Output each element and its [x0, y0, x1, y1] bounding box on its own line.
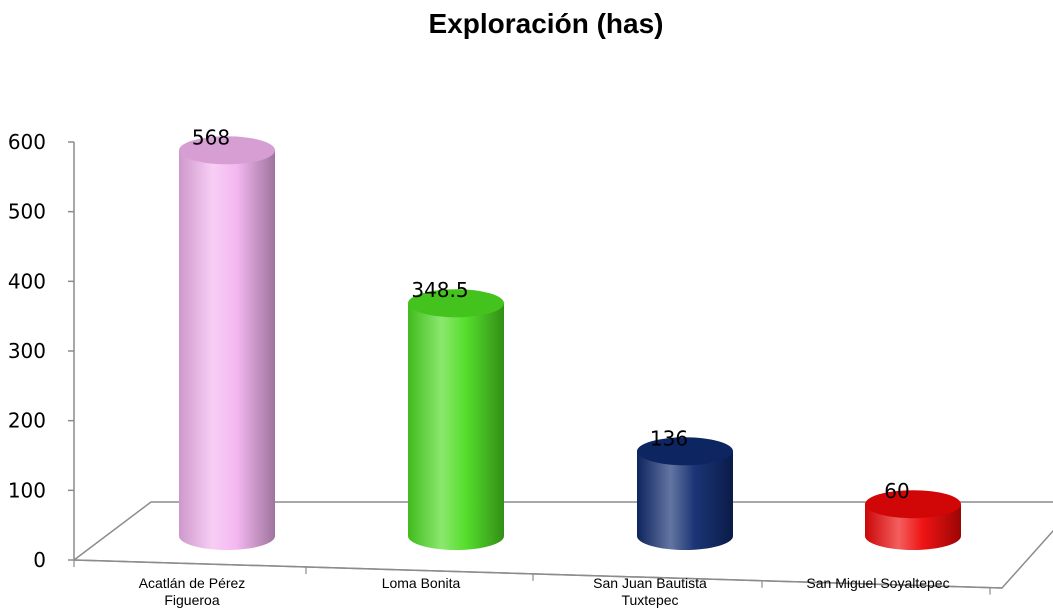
data-label: 568	[192, 125, 230, 149]
bar	[865, 490, 961, 550]
bar-top	[179, 136, 275, 165]
bar-series	[179, 136, 961, 550]
bar-top	[408, 289, 504, 318]
data-label: 348.5	[411, 278, 468, 302]
bar-body	[637, 451, 733, 550]
bar-body	[408, 303, 504, 550]
data-label: 136	[650, 426, 688, 450]
bar	[408, 289, 504, 550]
data-label: 60	[884, 479, 909, 503]
x-axis-labels: Acatlán de Pérez Figueroa Loma Bonita San J…	[139, 575, 950, 608]
y-tick-label: 300	[8, 339, 46, 363]
y-tick-label: 100	[8, 478, 46, 502]
x-tick-label: San Miguel Soyaltepec	[806, 575, 949, 591]
bar-top	[865, 490, 961, 519]
y-tick-label: 0	[33, 548, 46, 572]
bar	[179, 136, 275, 550]
chart-floor	[73, 501, 1053, 589]
bar	[637, 437, 733, 550]
chart-title: Exploración (has)	[428, 8, 664, 39]
y-tick-label: 600	[8, 130, 46, 154]
data-labels: 568 348.5 136 60	[192, 125, 910, 503]
bar-body	[179, 150, 275, 550]
y-tick-label: 500	[8, 200, 46, 224]
x-tick-label: San Juan Bautista Tuxtepec	[593, 575, 707, 608]
x-tick-label: Loma Bonita	[382, 575, 461, 591]
y-tick-label: 400	[8, 269, 46, 293]
floor-front-edge	[73, 559, 1003, 589]
x-tick-label: Acatlán de Pérez Figueroa	[139, 575, 246, 608]
y-axis: 0 100 200 300 400 500 600	[8, 130, 991, 595]
bar-top	[637, 437, 733, 466]
y-tick-label: 200	[8, 409, 46, 433]
